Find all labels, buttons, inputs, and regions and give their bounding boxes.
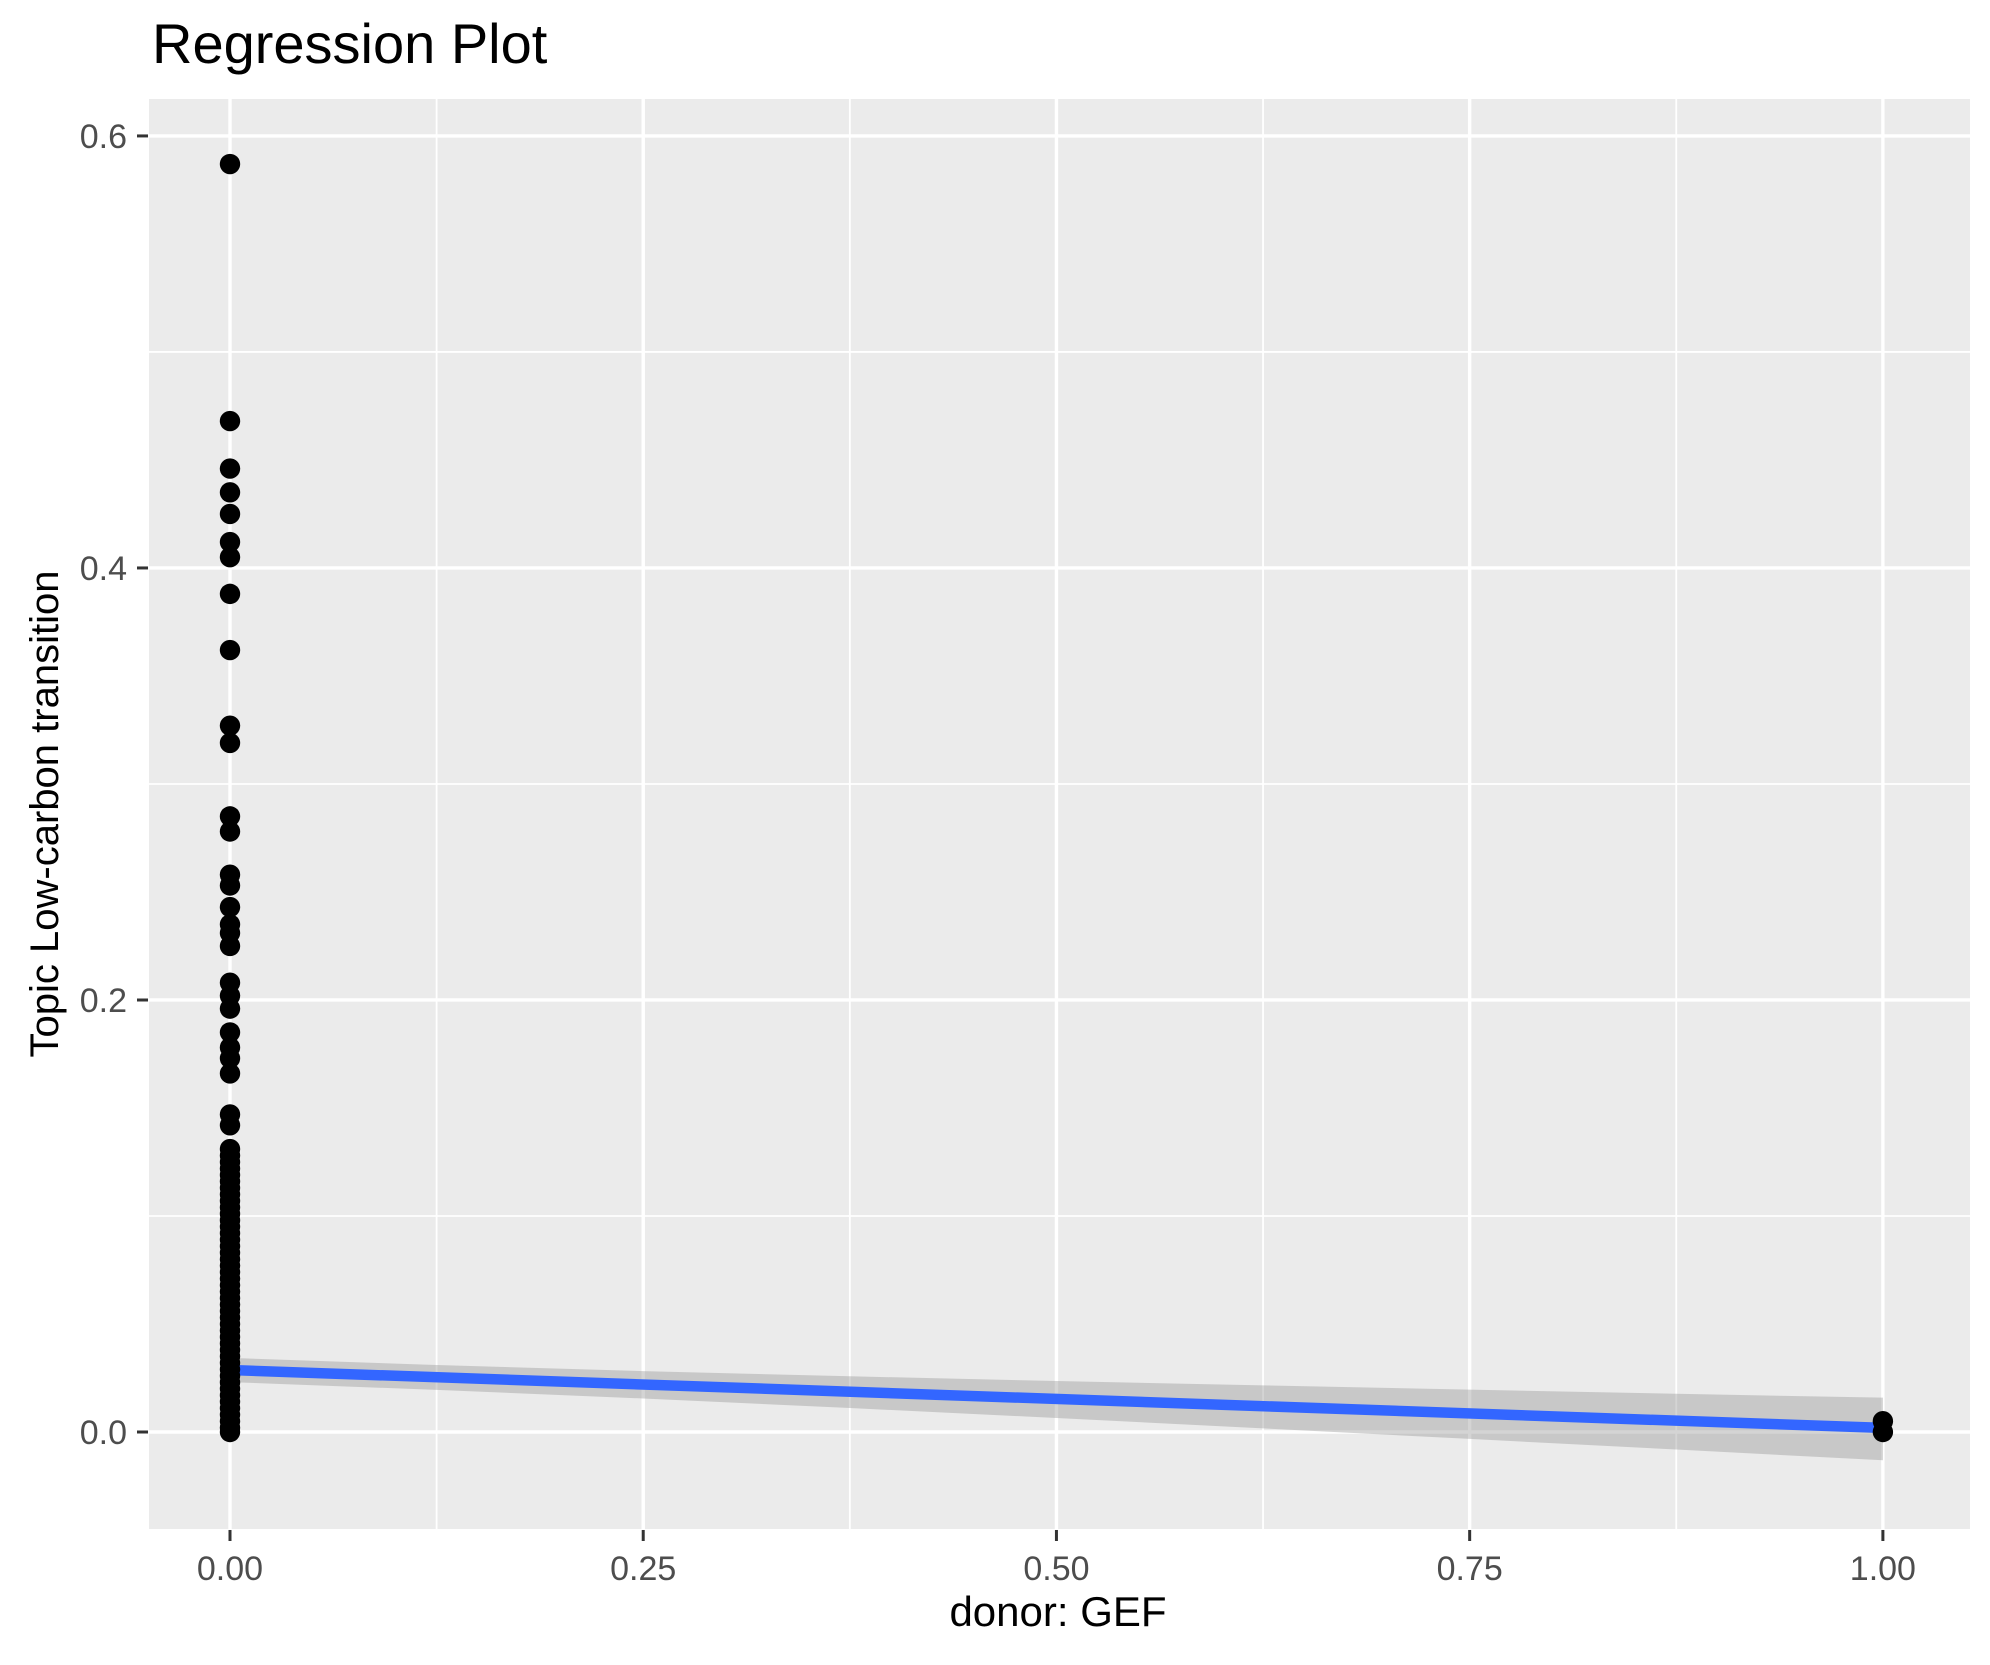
scatter-point	[219, 1048, 241, 1069]
scatter-point	[219, 458, 241, 479]
scatter-point	[219, 1063, 241, 1084]
x-axis-title: donor: GEF	[949, 1588, 1166, 1635]
panel-background	[149, 99, 1970, 1529]
y-tick-label: 0.2	[80, 982, 127, 1020]
scatter-point	[219, 1022, 241, 1043]
scatter-point	[219, 153, 241, 175]
scatter-point	[219, 531, 241, 553]
scatter-point	[219, 875, 241, 896]
scatter-points-group	[219, 153, 1894, 1443]
scatter-point	[219, 715, 241, 736]
x-tick-label: 0.25	[610, 1550, 676, 1588]
scatter-point	[219, 583, 241, 605]
scatter-point	[219, 482, 241, 503]
scatter-point	[219, 806, 241, 827]
scatter-point	[219, 1115, 241, 1136]
x-tick-label: 0.00	[197, 1550, 263, 1588]
axis-tick-marks	[137, 134, 1885, 1541]
axis-tick-labels: 0.00 0.25 0.50 0.75 1.00 0.0 0.2 0.4 0.6	[80, 118, 1916, 1588]
scatter-point	[219, 821, 241, 842]
scatter-point	[219, 896, 241, 918]
gridlines-major	[149, 99, 1970, 1529]
plot-title: Regression Plot	[152, 12, 548, 75]
x-tick-label: 0.50	[1023, 1550, 1089, 1588]
y-axis-title: Topic Low-carbon transition	[23, 571, 67, 1058]
scatter-point	[219, 503, 241, 525]
scatter-point	[219, 546, 241, 568]
x-tick-label: 0.75	[1437, 1550, 1503, 1588]
scatter-point	[219, 935, 241, 957]
scatter-point	[219, 639, 241, 661]
scatter-point	[219, 732, 241, 754]
y-tick-label: 0.6	[80, 118, 127, 156]
scatter-point	[219, 1421, 241, 1443]
scatter-point	[219, 410, 241, 432]
x-tick-label: 1.00	[1850, 1550, 1916, 1588]
regression-line-group	[224, 1364, 1889, 1434]
y-tick-label: 0.4	[80, 550, 127, 588]
regression-line	[224, 1364, 1889, 1434]
y-tick-label: 0.0	[80, 1414, 127, 1452]
gridlines-minor	[149, 99, 1970, 1529]
scatter-point	[219, 998, 241, 1019]
scatter-point	[1872, 1421, 1894, 1443]
